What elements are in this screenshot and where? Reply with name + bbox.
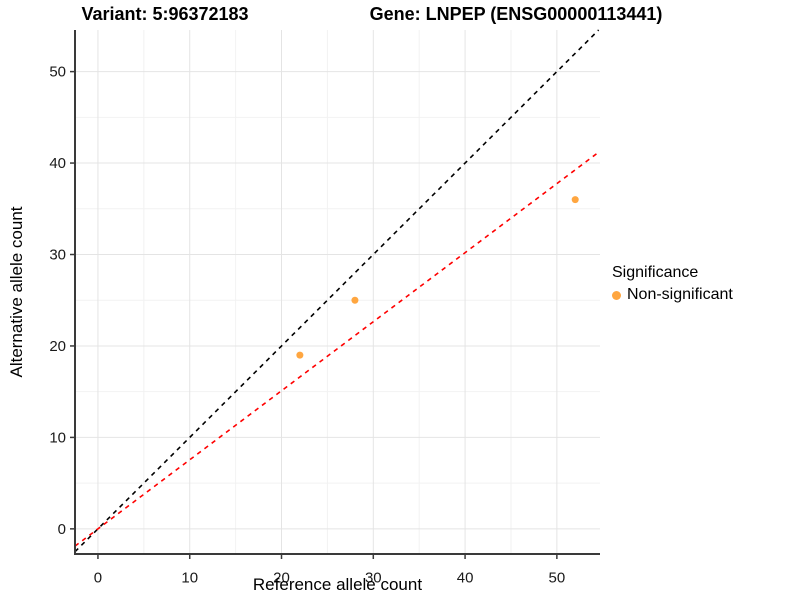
x-tick-label: 10 [181, 569, 198, 586]
legend: Significance Non-significant [612, 264, 733, 304]
fit-line [74, 150, 601, 547]
y-tick-label: 0 [58, 521, 66, 538]
legend-title: Significance [612, 264, 699, 281]
data-point [296, 351, 304, 359]
x-tick-label: 0 [94, 569, 102, 586]
x-axis-label: Reference allele count [252, 575, 423, 594]
variant-title: Variant: 5:96372183 [81, 4, 249, 24]
data-point [571, 196, 579, 204]
legend-item-label: Non-significant [627, 286, 733, 303]
y-tick-label: 40 [49, 155, 66, 172]
identity-line [74, 29, 600, 553]
x-tick-label: 20 [273, 569, 290, 586]
y-tick-label: 30 [49, 247, 66, 264]
legend-point-icon [612, 290, 621, 300]
gene-title: Gene: LNPEP (ENSG00000113441) [369, 4, 663, 24]
data-point [351, 296, 359, 304]
x-tick-label: 50 [549, 569, 566, 586]
y-tick-label: 10 [49, 429, 66, 446]
legend-item: Non-significant [612, 286, 733, 304]
x-tick-label: 30 [365, 569, 382, 586]
y-tick-label: 50 [49, 64, 66, 81]
legend-items: Non-significant [612, 286, 733, 304]
x-tick-label: 40 [457, 569, 474, 586]
y-tick-label: 20 [49, 338, 66, 355]
y-axis-label: Alternative allele count [7, 206, 26, 378]
